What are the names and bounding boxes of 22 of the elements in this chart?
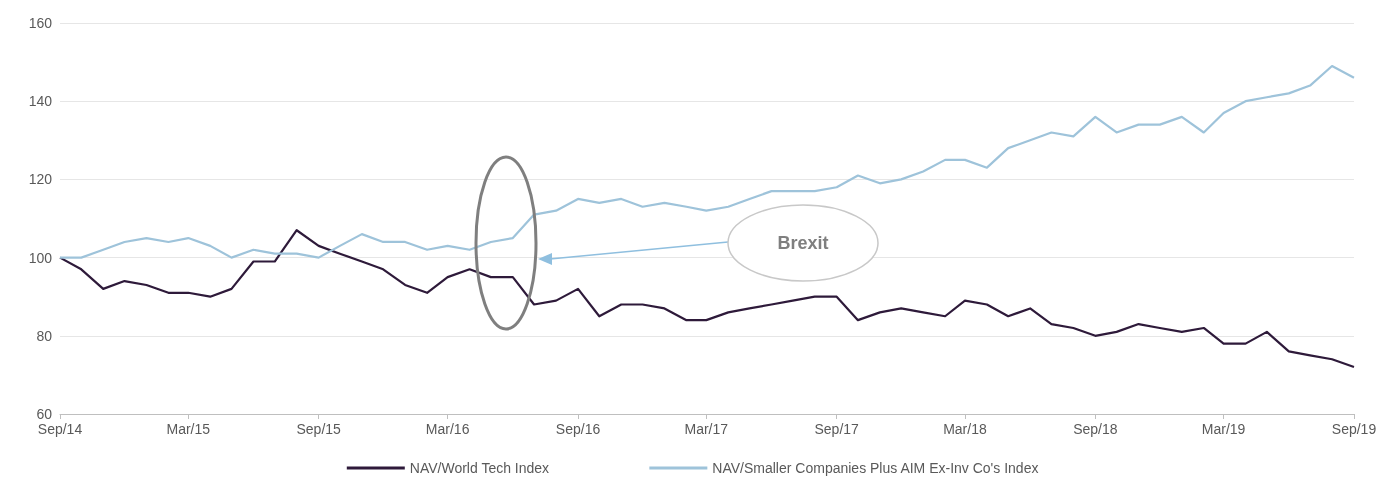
x-tick-label: Sep/15 [296,421,342,437]
x-tick-label: Mar/16 [425,421,470,437]
y-tick-label: 160 [28,15,53,31]
line-series [58,229,1356,369]
y-tick-label: 60 [36,406,53,422]
y-tick-label: 80 [36,327,53,344]
legend-label: NAV/Smaller Companies Plus AIM Ex-Inv Co's Index [712,460,1039,476]
x-tick-label: Mar/19 [1201,421,1246,437]
x-tick-label: Mar/18 [943,421,987,437]
x-tick-label: Sep/16 [555,421,601,437]
x-tick-label: Sep/17 [814,421,860,437]
y-tick-label: 120 [28,171,53,188]
x-tick-label: Sep/18 [1073,421,1118,437]
annotation: Brexit [777,233,829,253]
x-tick-label: Sep/14 [37,421,83,437]
x-tick-label: Sep/19 [1331,421,1377,437]
x-tick-label: Mar/15 [166,421,211,437]
legend-label: NAV/World Tech Index [409,460,550,476]
y-tick-label: 140 [28,93,53,110]
y-tick-label: 100 [28,249,53,266]
line-series [58,64,1356,259]
x-tick-label: Mar/17 [684,421,729,437]
